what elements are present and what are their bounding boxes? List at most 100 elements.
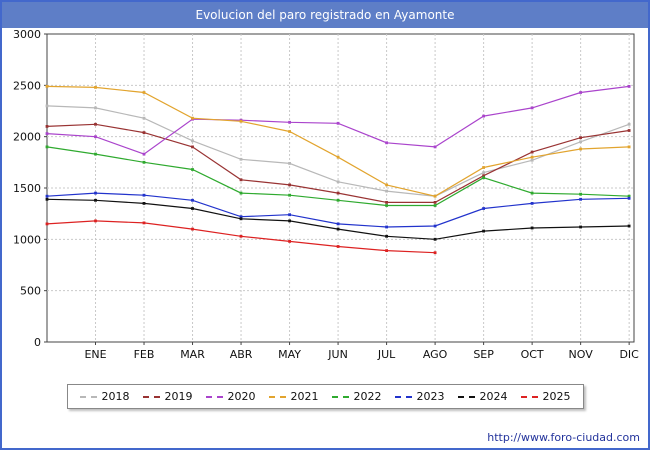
legend-line-sample	[268, 395, 286, 398]
data-point-marker	[433, 204, 437, 207]
data-point-marker	[627, 194, 631, 198]
data-point-marker	[530, 155, 534, 159]
data-point-marker	[385, 141, 388, 145]
chart-title: Evolucion del paro registrado en Ayamont…	[2, 2, 648, 28]
y-axis-label: 500	[20, 285, 41, 298]
data-point-marker	[627, 196, 631, 200]
data-point-marker	[191, 227, 194, 231]
legend-item-2022: 2022	[331, 390, 382, 403]
y-axis-label: 3000	[13, 28, 41, 41]
data-point-marker	[433, 201, 437, 204]
data-point-marker	[336, 222, 340, 226]
data-point-marker	[530, 202, 534, 205]
data-point-marker	[482, 176, 485, 180]
data-point-marker	[94, 219, 97, 223]
data-point-marker	[336, 245, 340, 248]
x-axis-label: ABR	[230, 348, 253, 361]
data-point-marker	[142, 131, 146, 134]
x-axis-label: SEP	[473, 348, 494, 361]
data-point-marker	[94, 152, 97, 156]
legend-label: 2024	[479, 390, 508, 403]
data-point-marker	[482, 171, 485, 174]
data-point-marker	[433, 237, 437, 241]
data-point-marker	[530, 191, 534, 195]
data-point-marker	[482, 207, 485, 210]
legend-line-sample	[520, 395, 538, 398]
data-point-marker	[579, 225, 582, 229]
x-axis-label: JUL	[377, 348, 396, 361]
data-point-marker	[385, 249, 388, 252]
data-point-marker	[530, 150, 534, 154]
data-point-marker	[627, 224, 631, 228]
data-point-marker	[142, 202, 146, 205]
data-point-marker	[142, 152, 146, 156]
data-point-marker	[579, 91, 582, 94]
data-point-marker	[239, 234, 243, 238]
data-point-marker	[433, 251, 437, 255]
data-point-marker	[288, 130, 291, 133]
data-point-marker	[288, 240, 291, 243]
data-point-marker	[336, 180, 340, 184]
legend-item-2025: 2025	[520, 390, 571, 403]
data-point-marker	[94, 122, 97, 126]
series-2025	[45, 219, 437, 255]
data-point-marker	[530, 158, 534, 162]
data-point-marker	[239, 119, 243, 123]
data-point-marker	[433, 224, 437, 228]
data-point-marker	[288, 213, 291, 217]
x-axis-label: NOV	[569, 348, 594, 361]
data-point-marker	[45, 222, 49, 226]
data-point-marker	[94, 106, 97, 110]
data-point-marker	[45, 125, 49, 128]
legend-label: 2022	[353, 390, 382, 403]
x-axis-label: AGO	[423, 348, 448, 361]
data-point-marker	[627, 129, 631, 132]
legend-line-sample	[457, 395, 475, 398]
data-point-marker	[45, 132, 49, 135]
series-2019	[45, 122, 631, 204]
data-point-marker	[288, 183, 291, 187]
legend-label: 2023	[416, 390, 445, 403]
data-point-marker	[94, 198, 97, 202]
data-point-marker	[239, 178, 243, 182]
data-point-marker	[385, 183, 388, 187]
data-point-marker	[94, 86, 97, 89]
data-point-marker	[239, 217, 243, 221]
x-axis-label: ENE	[84, 348, 106, 361]
data-point-marker	[627, 145, 631, 149]
legend-item-2023: 2023	[394, 390, 445, 403]
data-point-marker	[288, 193, 291, 197]
data-point-marker	[579, 192, 582, 196]
data-point-marker	[482, 114, 485, 118]
data-point-marker	[288, 219, 291, 223]
data-point-marker	[288, 120, 291, 124]
data-point-marker	[579, 140, 582, 144]
x-axis-label: FEB	[134, 348, 155, 361]
data-point-marker	[433, 194, 437, 198]
data-point-marker	[142, 221, 146, 225]
x-axis-label: JUN	[327, 348, 348, 361]
x-axis-label: MAY	[278, 348, 301, 361]
data-point-marker	[482, 174, 485, 178]
legend: 2018 2019 2020 2021 2022 2023 2024 2025	[66, 384, 584, 409]
data-point-marker	[385, 234, 388, 238]
data-point-marker	[482, 166, 485, 169]
legend-item-2020: 2020	[205, 390, 256, 403]
data-point-marker	[94, 191, 97, 195]
data-point-marker	[385, 204, 388, 207]
legend-item-2021: 2021	[268, 390, 319, 403]
data-point-marker	[142, 193, 146, 197]
legend-label: 2019	[164, 390, 193, 403]
series-2024	[45, 197, 631, 241]
y-axis-label: 1500	[13, 182, 41, 195]
x-axis-label: OCT	[521, 348, 544, 361]
legend-line-sample	[79, 395, 97, 398]
legend-label: 2018	[101, 390, 130, 403]
data-point-marker	[336, 227, 340, 231]
legend-item-2018: 2018	[79, 390, 130, 403]
data-point-marker	[579, 136, 582, 140]
x-axis-label: DIC	[619, 348, 639, 361]
data-point-marker	[288, 162, 291, 165]
data-point-marker	[239, 215, 243, 219]
footer-url-link[interactable]: http://www.foro-ciudad.com	[487, 431, 640, 444]
